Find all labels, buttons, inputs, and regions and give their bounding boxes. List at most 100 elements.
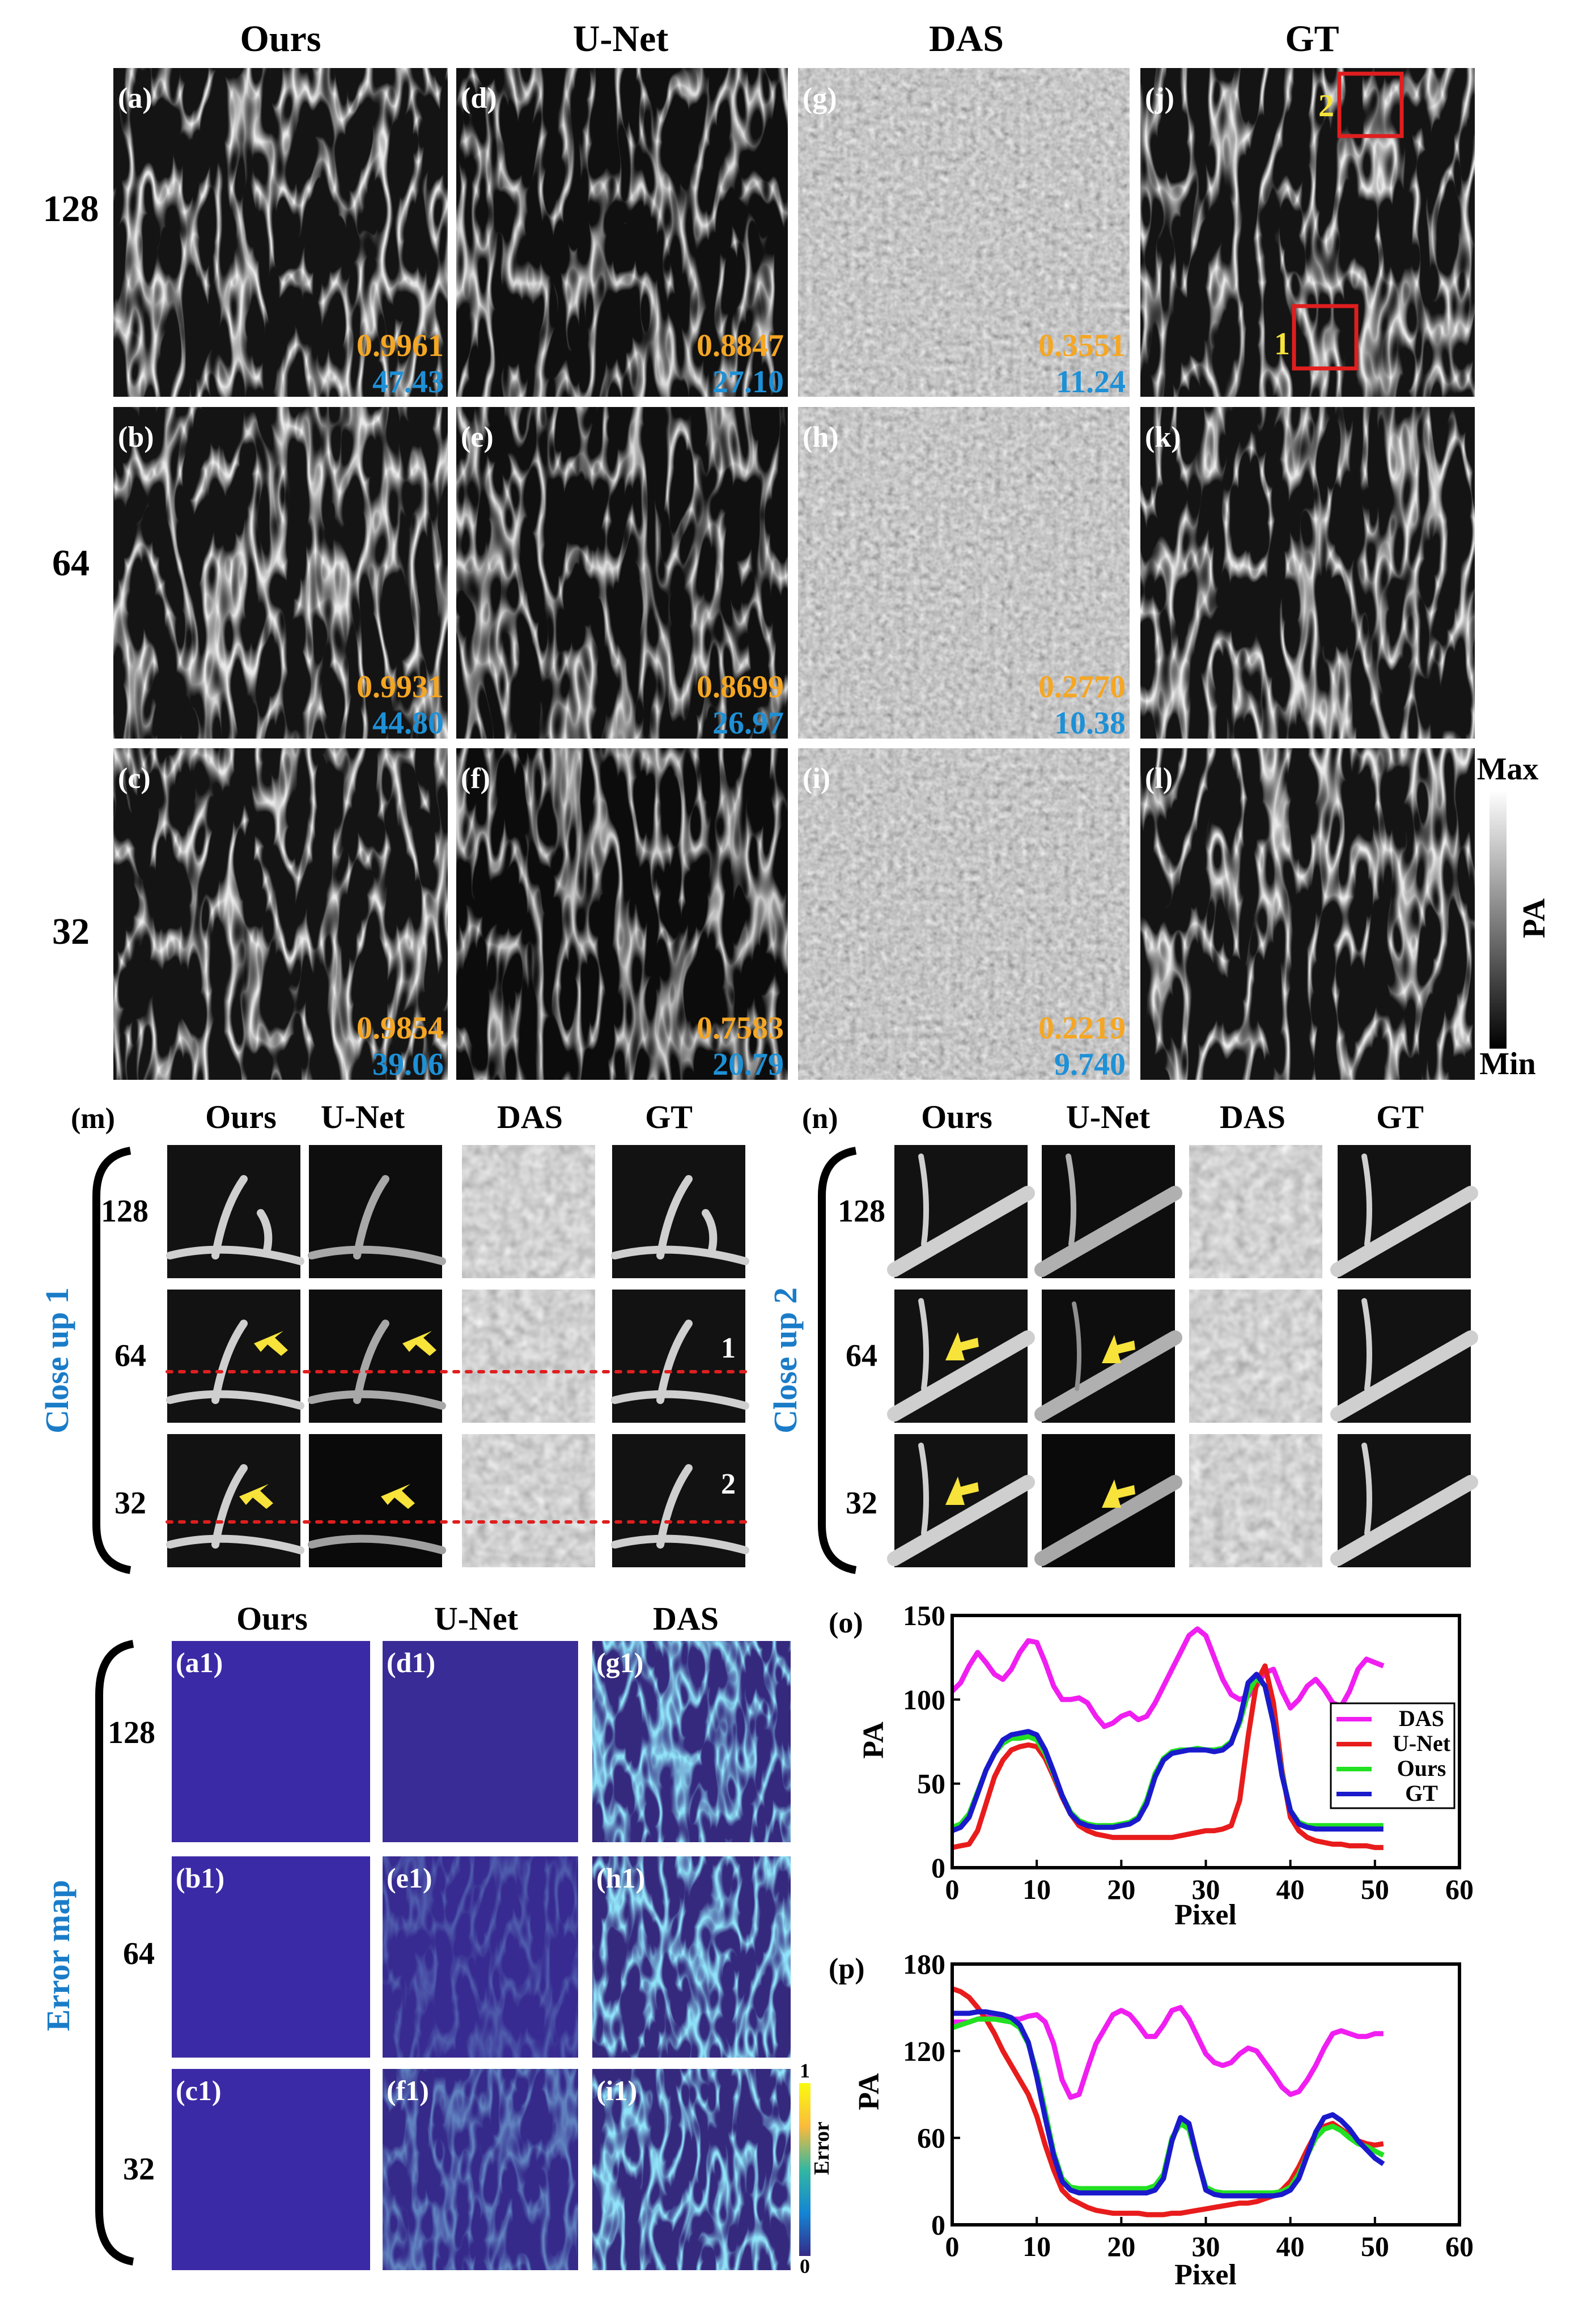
row-32 [113,748,1475,1080]
roi-label-2: 2 [1318,88,1334,124]
psnr-b: 44.80 [372,706,444,741]
psnr-c: 39.06 [372,1047,444,1082]
chart-o: (o) 0 10 20 30 40 50 60 0 50 100 150 PA Pixel DASU… [829,1600,1474,1931]
closeup-2-tile [1189,1145,1322,1278]
chart-p-ytick-label: 120 [903,2035,945,2067]
arrow-icon [1102,1335,1135,1363]
panel-label-c: (c) [118,762,151,795]
error-tile-b1 [172,1856,370,2058]
chart-p-xtick-label: 20 [1107,2230,1135,2262]
closeup-1-panel: (m) Ours U-Net DAS GT Close up 1 128 64 … [39,1099,749,1574]
chart-p-panel-label: (p) [829,1953,865,1985]
closeup-1-row-64: 64 [114,1338,146,1373]
error-tile-g1 [592,1641,791,1842]
chart-p-xtick-label: 50 [1361,2230,1389,2262]
error-colorbar: 1 Error 0 [799,2059,834,2278]
closeup-1-vessels [166,1175,749,1554]
ssim-g: 0.3551 [1038,328,1126,363]
chart-o-legend-label: DAS [1399,1706,1444,1731]
panel-label-a: (a) [118,82,152,114]
chart-o-series-unet-line [952,1663,1384,1850]
chart-o-legend-label: Ours [1397,1755,1446,1781]
error-map-panel: Ours U-Net DAS Error map 128 64 32 (a1) … [40,1600,834,2278]
image-a-ours-128 [113,68,448,397]
panel-label-k: (k) [1145,421,1181,453]
arrow-icon [402,1331,436,1356]
panel-label-i: (i) [803,762,830,795]
panel-label-h: (h) [803,421,839,453]
error-colorbar-axis-label: Error [810,2122,834,2175]
closeup-2-row-labels: 128 64 32 [838,1194,885,1521]
psnr-values: 47.43 27.10 11.24 44.80 26.97 10.38 39.0… [372,364,1126,1082]
image-l-gt-32 [1140,748,1475,1080]
chart-o-ylabel: PA [858,1721,890,1759]
closeup-1-profile-lines [166,1370,747,1524]
top-row-labels: 128 64 32 [43,188,99,952]
error-map-tiles [172,1641,791,2270]
psnr-a: 47.43 [372,364,444,400]
arrow-icon [1102,1479,1135,1508]
error-colorbar-min: 0 [800,2255,810,2278]
panel-label-d: (d) [461,82,497,114]
chart-p-ytick-label: 60 [917,2122,945,2154]
chart-o-xtick-label: 0 [945,1873,960,1905]
profile-line-label-2: 2 [721,1468,736,1500]
colorbar-gradient [1490,791,1507,1049]
roi-box-2 [1337,71,1404,138]
error-map-row-labels: 128 64 32 [108,1715,155,2187]
metrics: 0.9961 0.8847 0.3551 0.9931 0.8699 0.277… [357,328,1126,1046]
error-tile-a1 [172,1641,370,1842]
closeup-2-brace [818,1147,857,1574]
panel-label-f: (f) [461,762,490,795]
psnr-i: 9.740 [1054,1047,1126,1082]
closeup-2-tile [1189,1434,1322,1567]
ssim-d: 0.8847 [697,328,784,363]
chart-o-xtick-label: 10 [1022,1873,1051,1905]
panel-label-b: (b) [118,421,154,453]
closeup-2-vessels [887,1153,1478,1566]
ssim-c: 0.9854 [357,1011,444,1046]
chart-p-series-gt-line [952,2009,1385,2199]
closeup-1-header-unet: U-Net [321,1099,405,1135]
image-c-ours-32 [113,748,448,1080]
row-128 [113,68,1475,397]
chart-o-ytick-label: 150 [903,1600,945,1631]
roi-label-1: 1 [1274,326,1290,362]
profile-line-label-1: 1 [721,1332,736,1364]
chart-p-xtick-label: 10 [1022,2230,1051,2262]
row-label-32: 32 [52,911,90,952]
error-colorbar-max: 1 [800,2059,810,2082]
chart-o-series-ours-line [951,1675,1384,1830]
image-i-das-32 [798,748,1130,1080]
chart-p: (p) 0 10 20 30 40 50 60 0 60 120 180 PA Pixel [829,1948,1474,2291]
chart-o-ytick-label: 50 [917,1768,945,1800]
image-f-unet-32 [456,748,788,1080]
row-label-128: 128 [43,188,99,230]
chart-p-ytick-label: 0 [931,2209,945,2241]
panel-label-d1: (d1) [387,1647,435,1678]
roi-boxes: 2 1 [1274,71,1404,371]
error-tile-h1 [592,1856,791,2058]
error-map-brace [95,1640,134,2266]
arrow-icon [239,1484,273,1509]
image-d-unet-128 [456,68,788,397]
colorbar-min-label: Min [1479,1046,1536,1082]
closeup-1-tile [462,1145,595,1278]
panel-label-e1: (e1) [387,1862,432,1894]
col-header-gt: GT [1285,18,1339,60]
image-k-gt-64 [1140,407,1475,739]
error-tile-e1 [383,1856,578,2058]
chart-p-ytick-label: 180 [903,1948,945,1980]
closeup-1-tiles [166,1145,749,1567]
chart-p-xlabel: Pixel [1174,2259,1237,2291]
chart-o-xtick-label: 20 [1107,1873,1135,1905]
error-row-128: 128 [108,1715,155,1750]
ssim-b: 0.9931 [357,669,444,705]
ssim-f: 0.7583 [697,1011,784,1046]
image-g-das-128 [798,68,1130,397]
closeup-2-header-das: DAS [1220,1099,1285,1135]
psnr-e: 26.97 [712,706,784,741]
chart-o-xtick-label: 60 [1445,1873,1474,1905]
error-tile-c1 [172,2069,370,2270]
